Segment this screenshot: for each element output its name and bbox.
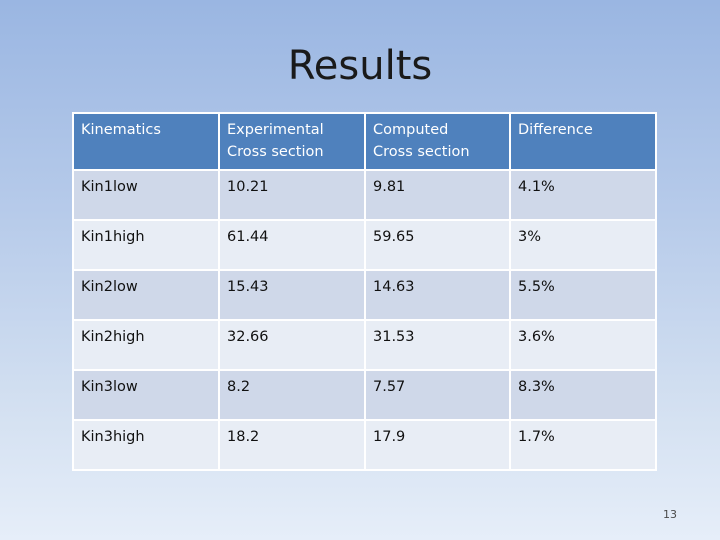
cell-computed: 31.53 (364, 319, 511, 371)
cell-difference: 8.3% (509, 369, 657, 421)
cell-difference: 3% (509, 219, 657, 271)
cell-difference: 5.5% (509, 269, 657, 321)
header-experimental-line-1: Experimental (227, 122, 324, 138)
header-kinematics-line-1: Kinematics (81, 122, 161, 138)
cell-computed: 17.9 (364, 419, 511, 471)
table-row: Kin1low 10.21 9.81 4.1% (72, 169, 657, 221)
cell-experimental: 8.2 (218, 369, 366, 421)
header-difference-line-1: Difference (518, 122, 593, 138)
cell-experimental: 18.2 (218, 419, 366, 471)
table-row: Kin3high 18.2 17.9 1.7% (72, 419, 657, 471)
cell-kinematics: Kin3high (72, 419, 220, 471)
cell-computed: 14.63 (364, 269, 511, 321)
cell-experimental: 32.66 (218, 319, 366, 371)
cell-experimental: 61.44 (218, 219, 366, 271)
page-number: 13 (663, 508, 677, 521)
cell-experimental: 10.21 (218, 169, 366, 221)
cell-kinematics: Kin2high (72, 319, 220, 371)
header-kinematics: Kinematics (72, 112, 220, 171)
header-difference: Difference (509, 112, 657, 171)
cell-kinematics: Kin2low (72, 269, 220, 321)
cell-kinematics: Kin1high (72, 219, 220, 271)
cell-computed: 7.57 (364, 369, 511, 421)
cell-difference: 1.7% (509, 419, 657, 471)
table-row: Kin2low 15.43 14.63 5.5% (72, 269, 657, 321)
cell-kinematics: Kin1low (72, 169, 220, 221)
header-experimental-cross-section: Experimental Cross section (218, 112, 366, 171)
header-computed-cross-section: Computed Cross section (364, 112, 511, 171)
header-experimental-line-2: Cross section (227, 144, 324, 160)
cell-experimental: 15.43 (218, 269, 366, 321)
slide-title: Results (287, 43, 433, 89)
results-table: Kinematics Experimental Cross section Com… (72, 112, 657, 471)
header-computed-line-1: Computed (373, 122, 449, 138)
table-header-row: Kinematics Experimental Cross section Com… (72, 112, 657, 171)
cell-difference: 3.6% (509, 319, 657, 371)
cell-difference: 4.1% (509, 169, 657, 221)
table-row: Kin1high 61.44 59.65 3% (72, 219, 657, 271)
header-computed-line-2: Cross section (373, 144, 470, 160)
table-row: Kin3low 8.2 7.57 8.3% (72, 369, 657, 421)
cell-computed: 9.81 (364, 169, 511, 221)
cell-computed: 59.65 (364, 219, 511, 271)
table-row: Kin2high 32.66 31.53 3.6% (72, 319, 657, 371)
cell-kinematics: Kin3low (72, 369, 220, 421)
